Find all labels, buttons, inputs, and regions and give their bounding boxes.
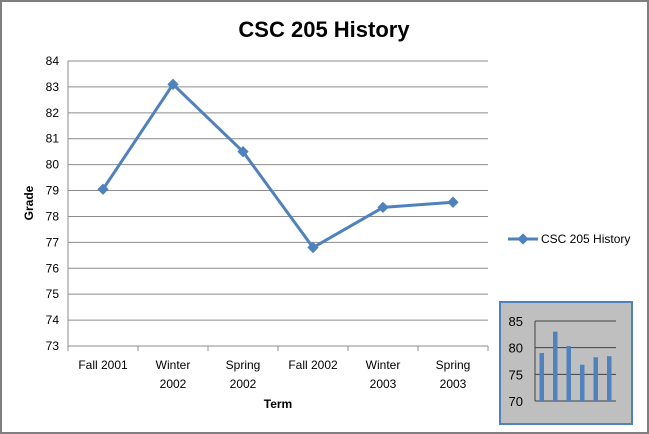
y-tick-label: 79 (46, 184, 60, 198)
x-tick-label: 2002 (160, 377, 187, 391)
y-tick-label: 83 (46, 80, 60, 94)
x-tick-label: Fall 2002 (288, 358, 338, 372)
x-tick-label: Winter (156, 358, 191, 372)
y-tick-label: 76 (46, 261, 60, 275)
y-tick-label: 80 (46, 158, 60, 172)
x-tick-label: Winter (366, 358, 401, 372)
x-tick-label: 2002 (230, 377, 257, 391)
inset-y-tick-label: 80 (509, 341, 523, 356)
series-line (101, 82, 454, 250)
plot-area: 73 74 75 76 77 78 79 80 81 82 83 84 Fall 2001 Winter 2… (46, 54, 489, 391)
legend: CSC 205 History (508, 232, 630, 246)
legend-entry: CSC 205 History (541, 232, 630, 246)
y-tick-label: 75 (46, 287, 60, 301)
legend-diamond-marker (517, 233, 529, 245)
chart-title: CSC 205 History (238, 17, 410, 42)
inset-bar (580, 364, 585, 401)
inset-bar (539, 353, 544, 401)
x-tick-label: Fall 2001 (78, 358, 128, 372)
inset-y-tick-label: 70 (509, 394, 523, 409)
y-tick-label: 81 (46, 132, 60, 146)
data-point-marker (377, 201, 389, 214)
inset-y-tick-label: 75 (509, 367, 523, 382)
y-tick-label: 78 (46, 209, 60, 223)
x-tick-label: Spring (436, 358, 471, 372)
x-axis-label: Term (264, 397, 292, 411)
inset-bar (566, 346, 571, 401)
y-tick-label: 74 (46, 313, 60, 327)
x-tick-label: 2003 (370, 377, 397, 391)
data-point-marker (447, 196, 459, 208)
x-tick-label: 2003 (440, 377, 467, 391)
y-tick-label: 82 (46, 106, 60, 120)
inset-bar (593, 357, 598, 401)
inset-bar (553, 331, 558, 401)
inset-y-tick-label: 85 (509, 314, 523, 329)
y-tick-label: 84 (46, 54, 60, 68)
y-axis-label: Grade (22, 185, 36, 220)
inset-bar (607, 356, 612, 401)
data-point-marker (237, 146, 249, 158)
inset-bar-chart: 70 75 80 85 (499, 301, 633, 425)
y-tick-label: 73 (46, 339, 60, 353)
x-tick-label: Spring (226, 358, 261, 372)
y-tick-label: 77 (46, 235, 60, 249)
data-point-marker (307, 241, 319, 254)
